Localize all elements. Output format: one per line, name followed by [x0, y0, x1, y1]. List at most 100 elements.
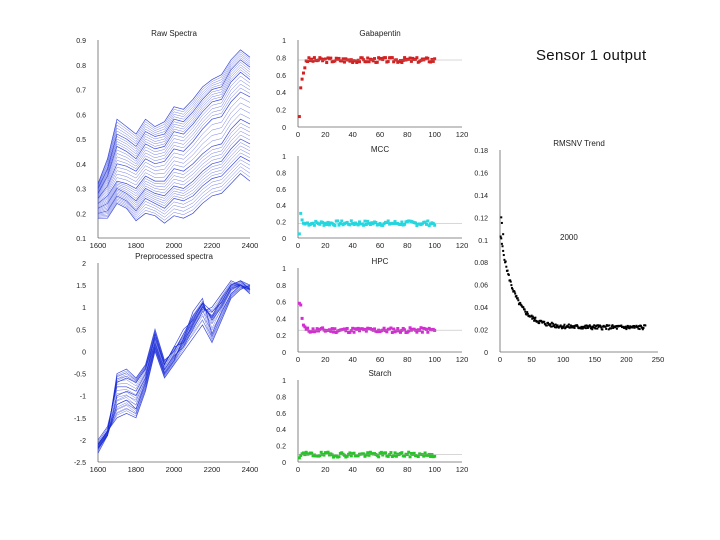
spectrum-line — [97, 280, 251, 441]
data-point — [360, 56, 364, 60]
data-point — [412, 451, 416, 455]
data-point — [386, 59, 390, 63]
data-point — [504, 260, 507, 263]
chart-annotation: 2000 — [560, 233, 578, 242]
spectrum-line — [97, 71, 251, 194]
y-tick-label: 0.2 — [276, 220, 286, 227]
data-point — [393, 451, 397, 455]
data-point — [383, 451, 387, 455]
data-point — [399, 58, 402, 62]
data-point — [301, 451, 305, 455]
data-point — [632, 325, 635, 328]
data-point — [366, 219, 370, 223]
data-point — [567, 325, 570, 328]
spectrum-line — [97, 107, 251, 202]
data-point — [571, 325, 574, 328]
data-point — [562, 325, 565, 328]
x-tick-label: 2000 — [166, 241, 183, 250]
data-point — [499, 235, 502, 238]
data-point — [394, 329, 398, 333]
spectrum-line — [97, 130, 251, 207]
data-point — [310, 330, 314, 334]
data-point — [612, 327, 615, 330]
x-tick-label: 0 — [296, 355, 300, 364]
data-point — [560, 325, 563, 328]
spectrum-line — [97, 102, 251, 201]
data-point — [608, 324, 611, 327]
chart-hpc: HPC 0 20 40 60 80 100 120 0 0.2 0.4 0.6 0.8 1 — [276, 257, 468, 364]
x-tick-label: 40 — [348, 465, 356, 474]
spectrum-line — [97, 281, 251, 446]
spectrum-line — [97, 51, 251, 185]
y-tick-label: 0.9 — [76, 38, 86, 45]
x-tick-label: 2400 — [242, 241, 259, 250]
data-point — [319, 450, 323, 454]
spectrum-line — [97, 59, 251, 189]
data-point — [364, 329, 368, 333]
data-point — [326, 220, 330, 224]
y-tick-label: 0.18 — [474, 148, 488, 155]
data-point — [605, 327, 608, 330]
data-point — [303, 66, 307, 70]
x-tick-label: 20 — [321, 130, 329, 139]
data-point — [299, 303, 303, 307]
data-point — [375, 60, 379, 64]
spectrum-line — [97, 49, 251, 184]
data-point — [561, 325, 564, 328]
data-point — [408, 455, 412, 459]
y-tick-label: 0.7 — [76, 88, 86, 95]
data-point — [433, 223, 437, 227]
data-point — [414, 221, 418, 225]
y-tick-label: 1 — [282, 154, 286, 161]
data-point — [576, 324, 579, 327]
data-point — [386, 454, 390, 458]
data-point — [552, 322, 555, 325]
data-point — [394, 58, 398, 62]
data-point — [642, 326, 645, 329]
data-point — [297, 232, 301, 236]
data-point — [592, 326, 595, 329]
data-point — [580, 325, 583, 328]
data-point — [520, 304, 523, 307]
x-tick-label: 20 — [321, 355, 329, 364]
spectrum-line — [98, 173, 251, 224]
data-point — [306, 221, 310, 225]
data-point — [615, 327, 618, 330]
data-point — [333, 223, 337, 227]
data-point — [500, 221, 503, 224]
data-point — [502, 233, 505, 236]
data-point — [325, 223, 329, 227]
chart-rmsnv-trend: RMSNV Trend 0 50 100 150 200 250 0 0.02 0.04 0.06 0… — [474, 139, 664, 364]
x-tick-label: 20 — [321, 465, 329, 474]
data-point — [407, 329, 411, 333]
data-point — [390, 56, 394, 60]
data-point — [536, 320, 539, 323]
data-point — [557, 326, 560, 329]
data-point — [641, 328, 644, 331]
data-point — [532, 317, 535, 320]
x-tick-label: 0 — [296, 130, 300, 139]
data-point — [538, 322, 541, 325]
data-point — [371, 222, 375, 226]
x-tick-label: 80 — [403, 465, 411, 474]
data-point — [500, 216, 503, 219]
data-point — [517, 299, 520, 302]
data-point — [351, 60, 355, 64]
data-point — [299, 453, 303, 457]
data-point — [306, 59, 310, 63]
data-point — [549, 323, 552, 326]
x-tick-label: 2200 — [204, 465, 221, 474]
spectrum-line — [97, 83, 251, 197]
data-point — [352, 451, 356, 455]
y-tick-label: 0.6 — [276, 300, 286, 307]
data-point — [554, 323, 557, 326]
data-point — [415, 56, 419, 60]
data-point — [525, 313, 528, 316]
data-point — [322, 223, 326, 227]
data-point — [590, 327, 593, 330]
data-point — [348, 330, 352, 334]
data-point — [408, 326, 412, 330]
data-point — [310, 451, 314, 455]
data-point — [349, 58, 353, 62]
data-point — [348, 223, 352, 227]
